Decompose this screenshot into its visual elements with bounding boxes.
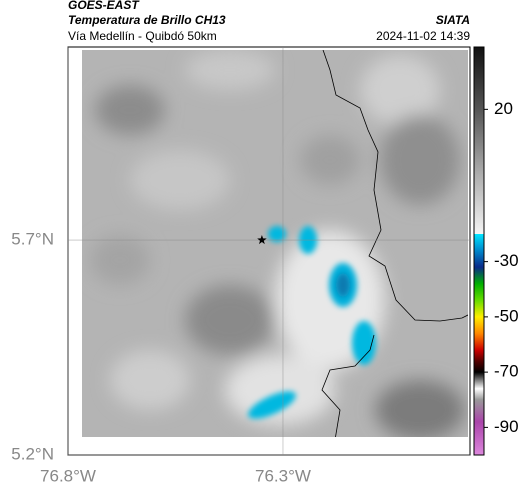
colorbar-segment: [474, 234, 484, 455]
colorbar-segment: [474, 47, 484, 234]
colorbar-tick-label: -90: [494, 417, 519, 436]
lon-tick-label: 76.8°W: [40, 466, 96, 485]
lon-tick-label: 76.3°W: [255, 466, 311, 485]
colorbar-frame: [473, 46, 485, 456]
source-title: GOES-EAST: [68, 0, 140, 12]
product-title: Temperatura de Brillo CH13: [68, 13, 226, 27]
agency-label: SIATA: [436, 13, 470, 27]
satellite-image: [82, 50, 468, 437]
location-marker: [257, 235, 267, 245]
colorbar-tick-label: -50: [494, 306, 519, 325]
datetime-label: 2024-11-02 14:39: [376, 29, 470, 43]
colorbar-tick-label: -30: [494, 251, 519, 270]
lat-tick-label: 5.7°N: [11, 230, 54, 249]
colorbar-tick-label: 20: [494, 99, 513, 118]
colorbar-tick-label: -70: [494, 362, 519, 381]
lat-tick-label: 5.2°N: [11, 444, 54, 463]
route-label: Vía Medellín - Quibdó 50km: [68, 29, 217, 43]
